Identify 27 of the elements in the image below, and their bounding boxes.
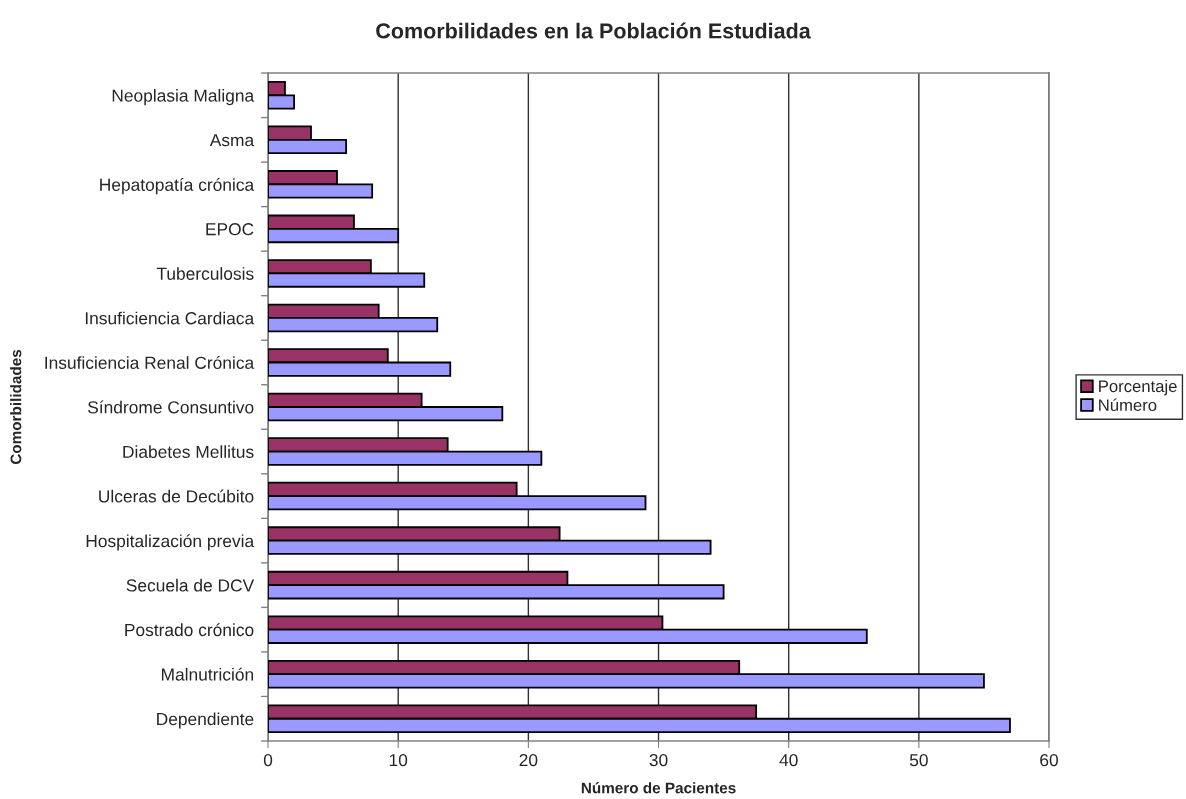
x-tick-label: 50 [909, 753, 928, 767]
y-tick-label: Diabetes Mellitus [123, 445, 254, 458]
x-tick-label: 0 [263, 753, 273, 767]
y-tick-label: Dependiente [157, 712, 254, 729]
x-tick-label: 60 [1040, 753, 1058, 767]
y-tick-label: Hepatopatía crónica [100, 177, 255, 195]
legend-label: Porcentaje [1099, 379, 1177, 396]
legend-label: Número [1099, 398, 1157, 412]
x-tick-label: 20 [519, 753, 538, 767]
y-tick-label: Malnutrición [161, 667, 254, 681]
x-tick-label: 40 [779, 753, 798, 767]
x-axis-title: Número de Pacientes [581, 782, 736, 794]
y-axis-title: Comorbilidades [10, 349, 22, 465]
y-tick-label: Hospitalización previa [86, 534, 255, 551]
y-tick-label: Postrado crónico [125, 623, 254, 637]
y-tick-label: Asma [209, 134, 255, 147]
y-tick-label: EPOC [206, 223, 254, 236]
y-tick-label: Ulceras de Decúbito [99, 489, 254, 503]
x-tick-label: 30 [649, 753, 668, 767]
y-tick-label: Neoplasia Maligna [112, 89, 255, 106]
y-tick-label: Insuficiencia Renal Crónica [45, 355, 255, 369]
y-tick-label: Secuela de DCV [126, 578, 255, 592]
y-tick-label: Insuficiencia Cardiaca [85, 311, 255, 325]
y-tick-label: Síndrome Consuntivo [88, 400, 254, 414]
y-tick-label: Tuberculosis [156, 267, 254, 280]
x-tick-label: 10 [389, 753, 408, 767]
chart-title: Comorbilidades en la Población Estudiada [376, 22, 811, 39]
